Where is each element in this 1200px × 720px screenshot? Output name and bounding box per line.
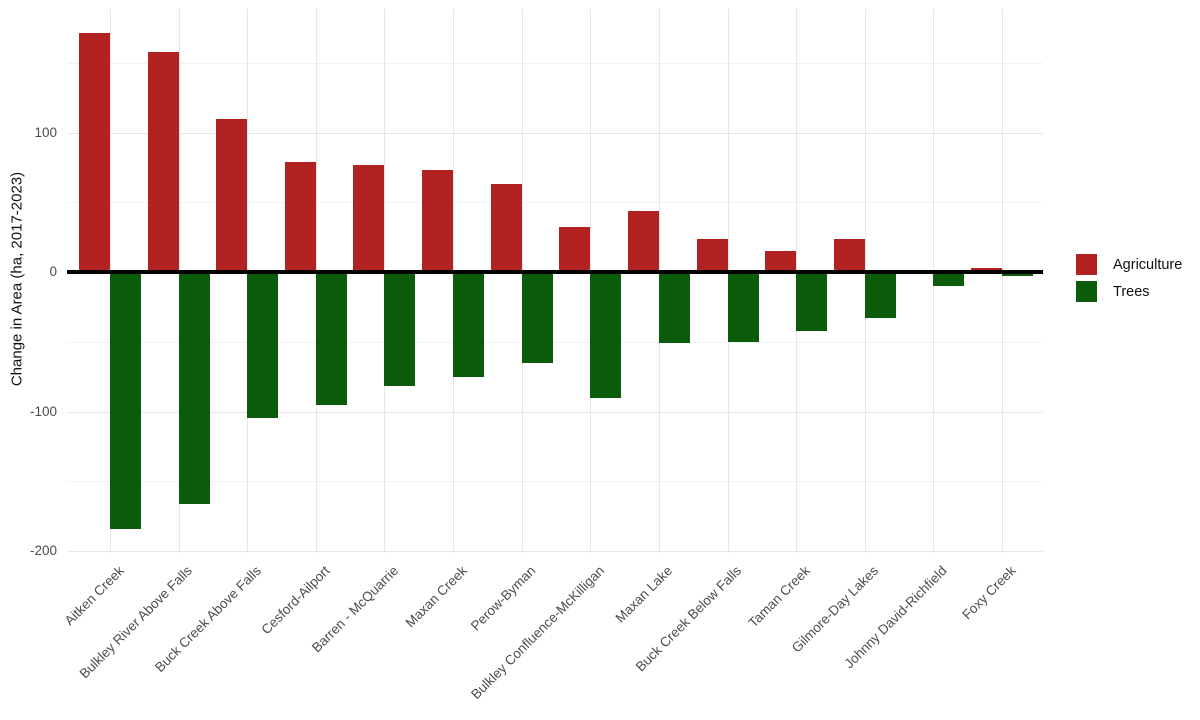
bar-trees-13 xyxy=(933,272,965,286)
bar-agriculture-4 xyxy=(284,161,316,272)
bar-agriculture-3 xyxy=(216,118,248,272)
x-tick-label: Foxy Creek xyxy=(959,563,1019,623)
bar-agriculture-2 xyxy=(147,51,179,272)
minor-gridline xyxy=(68,341,1043,343)
x-tick-label: Perow-Byman xyxy=(467,563,539,634)
bar-trees-12 xyxy=(864,272,896,319)
legend-entry-trees: Trees xyxy=(1076,281,1182,302)
x-tick-label: Bulkley Confluence-McKilligan xyxy=(467,563,607,703)
bar-agriculture-14 xyxy=(971,267,1003,272)
bar-trees-10 xyxy=(727,272,759,342)
y-tick-label: 0 xyxy=(49,264,57,279)
minor-gridline xyxy=(68,481,1043,483)
minor-gridline xyxy=(68,202,1043,204)
legend-swatch-agriculture xyxy=(1076,254,1097,275)
minor-gridline xyxy=(68,62,1043,64)
bar-trees-1 xyxy=(110,272,141,529)
y-tick-label: -200 xyxy=(29,543,57,558)
bar-agriculture-11 xyxy=(765,251,797,272)
major-gridline xyxy=(68,551,1043,552)
legend: Agriculture Trees xyxy=(1076,254,1182,308)
bar-trees-14 xyxy=(1002,272,1034,277)
bar-trees-6 xyxy=(453,272,485,377)
bar-trees-4 xyxy=(315,272,347,405)
major-gridline xyxy=(68,411,1043,413)
bar-trees-8 xyxy=(590,272,622,398)
bar-trees-3 xyxy=(247,272,279,419)
bar-agriculture-9 xyxy=(627,210,659,272)
bar-trees-9 xyxy=(658,272,690,344)
bar-trees-2 xyxy=(178,272,210,504)
zero-baseline xyxy=(67,270,1043,274)
legend-entry-agriculture: Agriculture xyxy=(1076,254,1182,275)
legend-swatch-trees xyxy=(1076,281,1097,302)
bar-trees-5 xyxy=(384,272,416,387)
bar-agriculture-10 xyxy=(696,238,728,272)
bar-trees-11 xyxy=(796,272,828,331)
bar-trees-7 xyxy=(521,272,553,363)
legend-label-trees: Trees xyxy=(1113,283,1150,300)
bar-agriculture-6 xyxy=(422,170,454,272)
major-gridline xyxy=(68,132,1043,134)
x-tick-label: Taman Creek xyxy=(745,563,813,631)
bar-agriculture-8 xyxy=(559,227,591,272)
category-gridline xyxy=(1002,9,1004,553)
x-tick-label: Aitken Creek xyxy=(61,563,127,629)
y-tick-label: 100 xyxy=(34,124,57,140)
bar-agriculture-7 xyxy=(490,184,522,272)
x-tick-label: Bulkley River Above Falls xyxy=(76,563,196,682)
bar-agriculture-1 xyxy=(79,33,110,272)
bar-agriculture-5 xyxy=(353,164,385,272)
bar-agriculture-12 xyxy=(833,238,865,272)
y-tick-label: -100 xyxy=(29,403,57,419)
legend-label-agriculture: Agriculture xyxy=(1113,256,1183,273)
x-tick-label: Cesford-Ailport xyxy=(258,563,333,638)
x-tick-label: Maxan Creek xyxy=(402,563,470,631)
x-tick-label: Maxan Lake xyxy=(612,563,676,626)
